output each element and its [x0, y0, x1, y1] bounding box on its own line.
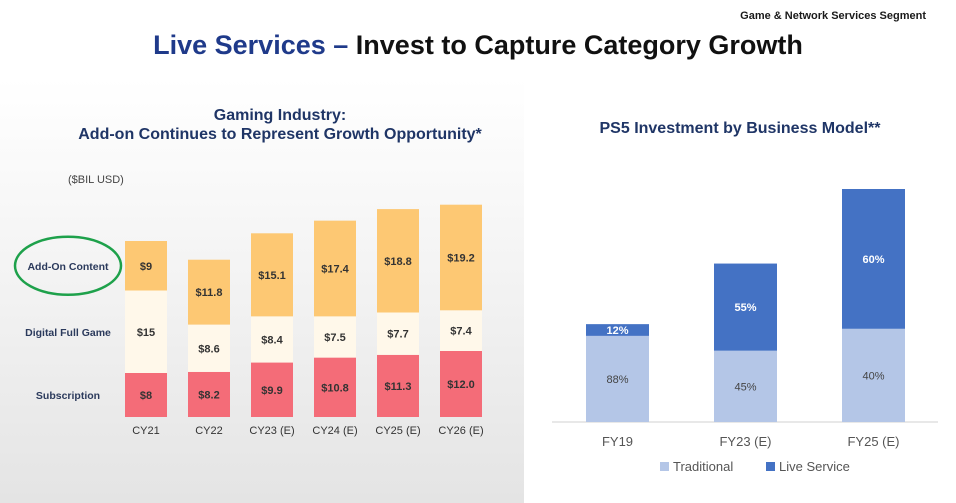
data-label-digital-full-game-cy25-e: $7.7	[387, 329, 408, 341]
bar-live-service-fy25-e	[842, 189, 905, 329]
data-label-add-on-content-cy25-e: $18.8	[384, 256, 412, 268]
data-label-subscription-cy24-e: $10.8	[321, 382, 349, 394]
data-label-add-on-content-cy26-e: $19.2	[447, 253, 475, 265]
segment-label: Game & Network Services Segment	[740, 10, 926, 22]
bar-add-on-content-cy22	[188, 259, 230, 325]
data-label-add-on-content-cy24-e: $17.4	[321, 264, 349, 276]
data-label-live-service-fy25-e: 60%	[862, 254, 884, 266]
data-label-digital-full-game-cy26-e: $7.4	[450, 326, 472, 338]
data-label-traditional-fy19: 88%	[606, 374, 628, 386]
series-label-add-on-content: Add-On Content	[27, 261, 109, 273]
x-tick-label-cy22: CY22	[195, 425, 223, 437]
data-label-traditional-fy23-e: 45%	[734, 381, 756, 393]
data-label-subscription-cy26-e: $12.0	[447, 379, 475, 391]
left-chart-title-line2: Add-on Continues to Represent Growth Opp…	[78, 126, 482, 143]
right-stacked-bar-chart: 88% 12% FY19 45% 55% FY23 (E) 40% 60% FY25 (E) Tr…	[552, 189, 938, 474]
bar-add-on-content-cy21	[125, 241, 167, 291]
x-tick-label-cy24-e: CY24 (E)	[312, 425, 357, 437]
x-tick-label-fy23-e: FY23 (E)	[719, 434, 771, 449]
right-chart-title: PS5 Investment by Business Model**	[599, 120, 881, 137]
data-label-digital-full-game-cy24-e: $7.5	[324, 332, 345, 344]
bar-add-on-content-cy24-e	[314, 220, 356, 317]
data-label-add-on-content-cy22: $11.8	[196, 287, 223, 299]
title-part-2: Invest to Capture Category Growth	[355, 30, 803, 60]
data-label-digital-full-game-cy23-e: $8.4	[261, 334, 283, 346]
data-label-subscription-cy23-e: $9.9	[261, 385, 282, 397]
data-label-traditional-fy25-e: 40%	[862, 370, 884, 382]
data-label-add-on-content-cy23-e: $15.1	[258, 270, 286, 282]
page-title: Live Services – Invest to Capture Catego…	[0, 30, 956, 61]
title-part-1: Live Services –	[153, 30, 349, 60]
x-tick-label-cy26-e: CY26 (E)	[438, 425, 483, 437]
bar-subscription-cy25-e	[377, 354, 419, 417]
bar-live-service-fy23-e	[714, 263, 777, 351]
data-label-live-service-fy19: 12%	[606, 325, 628, 337]
bar-digital-full-game-cy25-e	[377, 312, 419, 355]
bar-add-on-content-cy26-e	[440, 204, 482, 311]
bar-subscription-cy23-e	[251, 362, 293, 417]
data-label-live-service-fy23-e: 55%	[734, 302, 756, 314]
bar-digital-full-game-cy23-e	[251, 316, 293, 363]
x-tick-label-cy21: CY21	[132, 425, 160, 437]
legend-swatch-traditional	[660, 462, 669, 471]
data-label-subscription-cy21: $8	[140, 390, 152, 402]
left-chart-title-line1: Gaming Industry:	[213, 107, 347, 124]
data-label-add-on-content-cy21: $9	[140, 261, 152, 273]
legend-label-traditional: Traditional	[673, 459, 733, 474]
bar-digital-full-game-cy26-e	[440, 310, 482, 351]
unit-label: ($BIL USD)	[68, 174, 124, 186]
left-chart-title: Gaming Industry: Add-on Continues to Rep…	[40, 106, 520, 144]
series-label-digital-full-game: Digital Full Game	[25, 327, 111, 339]
bar-traditional-fy19	[586, 335, 649, 422]
x-tick-label-fy25-e: FY25 (E)	[847, 434, 899, 449]
bar-subscription-cy22	[188, 371, 230, 417]
data-label-digital-full-game-cy21: $15	[137, 327, 155, 339]
bar-subscription-cy26-e	[440, 351, 482, 417]
legend-label-live-service: Live Service	[779, 459, 850, 474]
bar-traditional-fy23-e	[714, 350, 777, 422]
highlight-circle	[13, 235, 123, 296]
data-label-digital-full-game-cy22: $8.6	[198, 343, 219, 355]
bar-subscription-cy21	[125, 373, 167, 417]
x-tick-label-cy25-e: CY25 (E)	[375, 425, 420, 437]
bar-live-service-fy19	[586, 324, 649, 336]
bar-traditional-fy25-e	[842, 328, 905, 422]
x-tick-label-cy23-e: CY23 (E)	[249, 425, 294, 437]
legend-swatch-live-service	[766, 462, 775, 471]
bar-subscription-cy24-e	[314, 357, 356, 417]
bar-digital-full-game-cy24-e	[314, 316, 356, 358]
data-label-subscription-cy22: $8.2	[198, 389, 219, 401]
bar-add-on-content-cy23-e	[251, 233, 293, 317]
data-label-subscription-cy25-e: $11.3	[385, 381, 412, 393]
bar-add-on-content-cy25-e	[377, 209, 419, 313]
x-tick-label-fy19: FY19	[602, 434, 633, 449]
left-stacked-bar-chart: $8 $15 $9 CY21 $8.2 $8.6 $11.8 CY22 $9.9 $8.4 $15.…	[13, 204, 484, 437]
series-label-subscription: Subscription	[36, 390, 100, 402]
bar-digital-full-game-cy22	[188, 324, 230, 372]
bar-digital-full-game-cy21	[125, 290, 167, 373]
